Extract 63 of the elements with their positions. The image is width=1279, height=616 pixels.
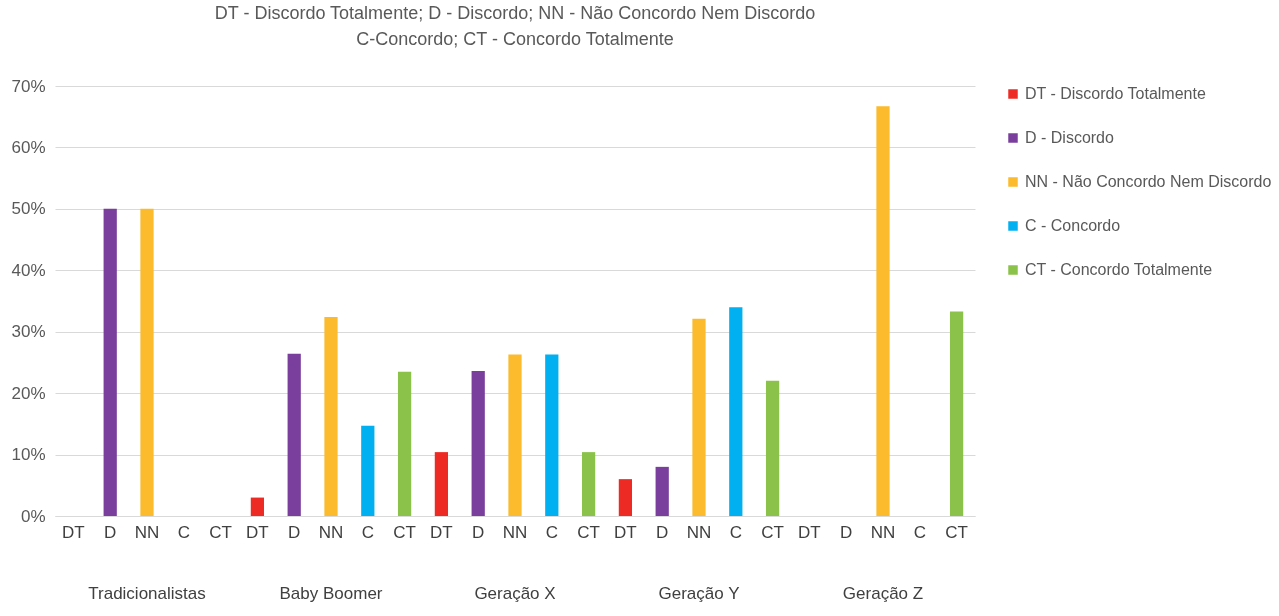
legend-label: D - Discordo: [1025, 129, 1115, 146]
y-tick-label: 50%: [11, 199, 46, 219]
text: Geração X: [474, 584, 556, 603]
bar: [655, 466, 669, 516]
bar: [949, 311, 964, 516]
bar: [508, 354, 522, 516]
x-tick-label: C: [913, 522, 926, 542]
bar: [729, 307, 743, 516]
y-tick-label: 70%: [11, 76, 46, 96]
x-tick-label: D: [840, 522, 853, 542]
x-tick-label: DT: [798, 522, 821, 542]
x-tick-label: C: [545, 522, 558, 542]
bar: [250, 497, 265, 516]
x-tick-label: D: [104, 522, 117, 542]
legend-label: CT - Concordo Totalmente: [1025, 261, 1213, 278]
x-tick-label: C: [177, 522, 190, 542]
x-tick-label: NN: [502, 522, 528, 542]
text: Baby Boomer: [279, 584, 383, 603]
bar: [545, 354, 559, 516]
text: Tradicionalistas: [88, 584, 206, 603]
y-tick-label: 10%: [11, 445, 46, 465]
bar: [361, 425, 375, 516]
x-tick-label: DT: [246, 522, 269, 542]
x-tick-label: NN: [134, 522, 160, 542]
x-tick-label: DT: [62, 522, 85, 542]
x-tick-label: DT: [614, 522, 637, 542]
x-tick-label: CT: [761, 522, 784, 542]
y-tick-label: 20%: [11, 383, 46, 403]
bar: [140, 208, 154, 516]
bar: [287, 353, 301, 516]
x-tick-label: NN: [870, 522, 896, 542]
x-tick-label: DT: [430, 522, 453, 542]
bar: [618, 479, 633, 516]
x-tick-label: CT: [393, 522, 416, 542]
bar: [471, 371, 485, 516]
x-tick-label: D: [288, 522, 301, 542]
bar: [692, 318, 706, 516]
y-tick-label: 60%: [11, 137, 46, 157]
x-tick-label: NN: [686, 522, 712, 542]
bar: [434, 452, 449, 516]
y-tick-label: 30%: [11, 322, 46, 342]
x-tick-label: NN: [318, 522, 344, 542]
y-tick-label: 40%: [11, 260, 46, 280]
x-tick-label: CT: [945, 522, 968, 542]
bar: [581, 452, 596, 516]
x-tick-label: D: [472, 522, 485, 542]
text: Geração Y: [658, 584, 740, 603]
y-tick-label: 0%: [20, 506, 46, 526]
chart-title: DT - Discordo Totalmente; D - Discordo; NN - Não Concordo Nem Discordo C-Concordo; CT - Concordo Totalmente: [214, 3, 816, 49]
x-tick-label: C: [729, 522, 742, 542]
legend-label: C - Concordo: [1025, 217, 1121, 234]
legend-label: DT - Discordo Totalmente: [1025, 85, 1206, 102]
text: Geração Z: [842, 584, 924, 603]
legend-label: NN - Não Concordo Nem Discordo: [1025, 173, 1272, 190]
x-tick-label: C: [361, 522, 374, 542]
x-tick-label: CT: [577, 522, 600, 542]
x-tick-label: CT: [209, 522, 232, 542]
bar: [765, 380, 780, 516]
bar: [397, 371, 412, 516]
bar: [103, 208, 117, 516]
bar: [324, 316, 338, 516]
x-tick-label: D: [656, 522, 669, 542]
bar: [876, 106, 890, 516]
